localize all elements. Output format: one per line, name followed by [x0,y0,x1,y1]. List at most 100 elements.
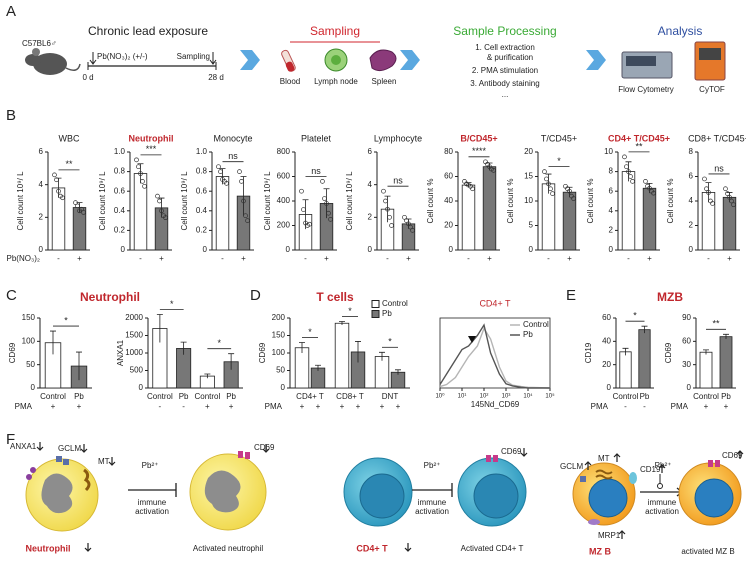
data-point [387,214,392,220]
x-tick-label: + [324,254,329,263]
nucleus [473,473,519,519]
down-arrow [404,543,412,552]
bar [374,356,390,389]
y-tick-label: 15 [524,172,533,181]
step: 2. PMA stimulation [472,66,538,75]
data-point [54,177,59,183]
data-point [73,200,78,205]
data-point [567,188,572,194]
y-tick-label: 0 [39,245,44,254]
panel-label: E [566,287,576,304]
significance: * [633,311,637,321]
condition-label: + [340,402,345,411]
x-tick-label: + [567,254,572,263]
marker: ANXA1 [10,442,37,451]
sample-item: Lymph node [314,77,358,86]
y-tick-label: 0 [31,383,36,392]
x-tick-label: Pb [74,392,84,401]
process: immune [418,498,447,507]
x-tick-label: + [159,254,164,263]
y-tick-label: 0 [203,245,208,254]
significance: *** [146,144,157,154]
data-point [136,164,141,170]
y-tick-label: 0 [281,383,286,392]
marker: CD69 [501,447,522,456]
bar [699,351,713,389]
data-point [239,179,244,184]
annotation-arrow [468,336,476,343]
analysis-item: Flow Cytometry [618,85,674,94]
data-point [245,218,250,223]
y-tick-label: 0 [286,245,291,254]
gclm [580,476,586,482]
x-tick-label: 10⁰ [435,393,445,400]
chart-title: CD4+ T [479,298,511,308]
data-point [624,164,629,170]
x-tick-label: 10⁵ [545,393,555,400]
panel-label: F [6,431,15,448]
error-bar [55,177,62,198]
error-bar [379,351,385,361]
y-axis-label: Cell count % [586,179,595,224]
anxa1 [26,474,32,480]
data-point [723,186,728,192]
error-bar [228,353,235,370]
row-label: PMA [265,402,283,411]
y-axis-label: Cell count % [506,179,515,224]
x-tick-label: Control [194,392,220,401]
data-point [643,179,648,184]
condition-label: + [316,402,321,411]
cd19 [629,472,637,484]
significance: * [348,306,352,316]
condition-label: - [159,402,162,411]
error-bar [180,341,187,355]
data-point [320,179,325,184]
data-point [322,196,327,201]
y-tick-label: 40 [602,336,611,345]
bar [310,367,326,389]
error-bar [339,321,345,325]
error-bar [76,351,82,381]
bar [638,329,651,389]
x-tick-label: - [467,254,470,263]
error-bar [156,314,163,343]
data-point [410,228,415,233]
y-tick-label: 4 [689,196,694,205]
cd69 [245,452,250,459]
panel-label: C [6,287,17,304]
y-axis-label: Cell count 10⁹/ L [263,171,272,231]
inhibit [412,483,453,497]
x-tick-label: + [241,254,246,263]
data-point [727,194,732,200]
data-point [140,179,145,184]
data-point [702,176,707,182]
y-tick-label: 6 [39,147,44,156]
y-tick-label: 0 [139,383,144,392]
y-tick-label: 100 [22,336,36,345]
nucleus [588,478,628,518]
x-tick-label: CD4+ T [296,392,324,401]
flow-arrow [586,50,606,70]
y-tick-label: 20 [444,221,453,230]
up-arrow [658,464,666,473]
error-bar [355,341,361,363]
flow-cytometer [621,51,673,79]
x-tick-label: Pb [179,392,189,401]
flow-arrow [240,50,260,70]
condition-label: + [704,402,709,411]
sampling-title: Sampling [310,24,360,38]
significance: **** [472,146,487,156]
x-tick-label: + [727,254,732,263]
y-tick-label: 0 [368,245,373,254]
data-point [324,201,329,206]
condition-label: - [624,402,627,411]
arrow [209,52,217,65]
bar [461,184,476,251]
y-tick-label: 6 [368,147,373,156]
row-label: Pb(NO₃)₂ [7,254,40,263]
panel-title: MZB [657,290,683,304]
data-point [299,188,304,194]
data-point [725,191,730,196]
sample-item: Spleen [372,77,397,86]
cell-name: Neutrophil [26,543,71,553]
